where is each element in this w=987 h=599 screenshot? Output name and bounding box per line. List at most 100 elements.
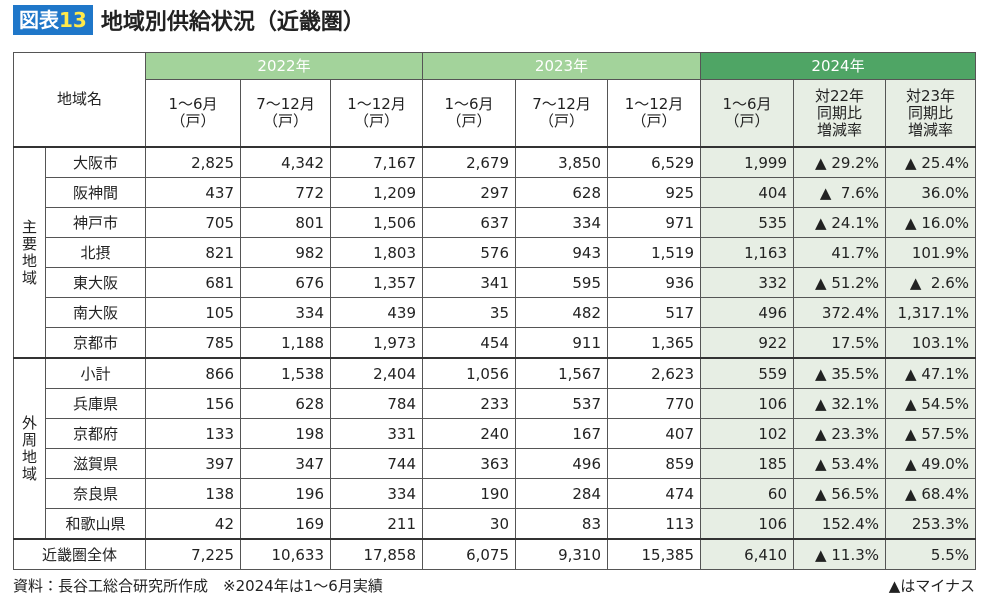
value-cell: 372.4%: [793, 297, 887, 328]
value-cell: 681: [145, 267, 242, 298]
value-cell: 1,973: [330, 327, 424, 359]
column-header: 1～6月 （戸）: [145, 79, 242, 148]
value-cell: 156: [145, 388, 242, 419]
footer: 資料：長谷工総合研究所作成 ※2024年は1～6月実績 ▲はマイナス: [13, 575, 975, 596]
value-cell: 167: [515, 418, 609, 449]
value-cell: 284: [515, 478, 609, 509]
value-cell: 537: [515, 388, 609, 419]
value-cell: ▲ 47.1%: [885, 357, 977, 389]
region-name: 阪神間: [44, 177, 147, 208]
value-cell: 211: [330, 508, 424, 540]
data-row: 和歌山県 42 169 211 30 83 113 106 152.4% 253.3%: [14, 508, 977, 540]
value-cell: 7,225: [145, 538, 242, 570]
value-cell: 772: [240, 177, 332, 208]
value-cell: 943: [515, 237, 609, 268]
header: 図表13 地域別供給状況（近畿圏）: [13, 5, 365, 35]
data-row: 滋賀県 397 347 744 363 496 859 185 ▲ 53.4% ▲ 49.0%: [14, 448, 977, 479]
value-cell: 535: [700, 207, 795, 238]
value-cell: ▲ 11.3%: [793, 538, 887, 570]
data-row: 奈良県 138 196 334 190 284 474 60 ▲ 56.5% ▲ 68.4%: [14, 478, 977, 509]
column-header-line: （戸）: [170, 112, 216, 130]
value-cell: 233: [422, 388, 517, 419]
column-header-line: 増減率: [908, 120, 954, 139]
value-cell: 770: [607, 388, 702, 419]
value-cell: 332: [700, 267, 795, 298]
column-header: 対22年 同期比 増減率: [793, 79, 887, 148]
value-cell: 784: [330, 388, 424, 419]
data-row: 神戸市 705 801 1,506 637 334 971 535 ▲ 24.1% ▲ 16.0%: [14, 207, 977, 238]
badge-prefix: 図表: [19, 8, 59, 32]
value-cell: ▲ 49.0%: [885, 448, 977, 479]
value-cell: 363: [422, 448, 517, 479]
region-name: 東大阪: [44, 267, 147, 298]
value-cell: 9,310: [515, 538, 609, 570]
value-cell: 1,163: [700, 237, 795, 268]
value-cell: 936: [607, 267, 702, 298]
value-cell: 437: [145, 177, 242, 208]
region-name: 京都府: [44, 418, 147, 449]
column-header-line: 同期比: [908, 103, 954, 122]
value-cell: 169: [240, 508, 332, 540]
column-header-line: 対23年: [905, 86, 956, 105]
value-cell: 334: [515, 207, 609, 238]
data-row: 兵庫県 156 628 784 233 537 770 106 ▲ 32.1% ▲ 54.5%: [14, 388, 977, 419]
region-name: 北摂: [44, 237, 147, 268]
value-cell: 133: [145, 418, 242, 449]
badge-number: 13: [59, 8, 87, 32]
table-head: 地域名 2022年 2023年 2024年 1～6月 （戸） 7～12月 （戸） 1～12月 （戸…: [12, 52, 977, 148]
header-row: 地域名 2022年 2023年 2024年: [12, 52, 977, 148]
value-cell: 628: [240, 388, 332, 419]
value-cell: 922: [700, 327, 795, 359]
data-row: 京都市 785 1,188 1,973 454 911 1,365 922 17.5% 103.1…: [14, 327, 977, 359]
column-header-line: 1～6月: [168, 95, 218, 113]
value-cell: 101.9%: [885, 237, 977, 268]
region-name: 京都市: [44, 327, 147, 359]
column-header-line: 7～12月: [256, 95, 315, 113]
value-cell: 334: [330, 478, 424, 509]
column-header-line: 7～12月: [532, 95, 591, 113]
value-cell: 595: [515, 267, 609, 298]
value-cell: 2,679: [422, 146, 517, 178]
group-label: 主要地域: [13, 146, 46, 359]
value-cell: 2,825: [145, 146, 242, 178]
value-cell: 1,506: [330, 207, 424, 238]
data-row: 南大阪 105 334 439 35 482 517 496 372.4% 1,317.1%: [14, 297, 977, 328]
column-header-line: 増減率: [817, 120, 863, 139]
value-cell: 2,404: [330, 357, 424, 389]
value-cell: 1,567: [515, 357, 609, 389]
value-cell: 2,623: [607, 357, 702, 389]
value-cell: 1,357: [330, 267, 424, 298]
value-cell: 334: [240, 297, 332, 328]
total-row: 近畿圏全体 7,225 10,633 17,858 6,075 9,310 15,385 6,…: [12, 538, 977, 570]
region-name: 奈良県: [44, 478, 147, 509]
value-cell: 559: [700, 357, 795, 389]
column-header: 1～6月 （戸）: [700, 79, 795, 148]
value-cell: 1,317.1%: [885, 297, 977, 328]
subheader-row: 1～6月 （戸） 7～12月 （戸） 1～12月 （戸） 1～6月 （戸） 7～12月 （戸） 1～…: [14, 79, 977, 148]
value-cell: 474: [607, 478, 702, 509]
value-cell: 1,538: [240, 357, 332, 389]
value-cell: 1,365: [607, 327, 702, 359]
value-cell: 397: [145, 448, 242, 479]
value-cell: 1,209: [330, 177, 424, 208]
region-name: 小計: [44, 357, 147, 389]
group-label: 外周地域: [13, 357, 46, 540]
value-cell: 404: [700, 177, 795, 208]
region-name: 大阪市: [44, 146, 147, 178]
value-cell: 331: [330, 418, 424, 449]
year-header: 2023年: [422, 52, 702, 80]
value-cell: 15,385: [607, 538, 702, 570]
value-cell: ▲ 25.4%: [885, 146, 977, 178]
value-cell: 6,075: [422, 538, 517, 570]
value-cell: ▲ 35.5%: [793, 357, 887, 389]
value-cell: 106: [700, 388, 795, 419]
value-cell: 17,858: [330, 538, 424, 570]
value-cell: 185: [700, 448, 795, 479]
value-cell: 821: [145, 237, 242, 268]
value-cell: 6,410: [700, 538, 795, 570]
value-cell: 576: [422, 237, 517, 268]
source: 資料：長谷工総合研究所作成 ※2024年は1～6月実績: [13, 577, 383, 595]
value-cell: 439: [330, 297, 424, 328]
column-header: 7～12月 （戸）: [515, 79, 609, 148]
value-cell: 911: [515, 327, 609, 359]
